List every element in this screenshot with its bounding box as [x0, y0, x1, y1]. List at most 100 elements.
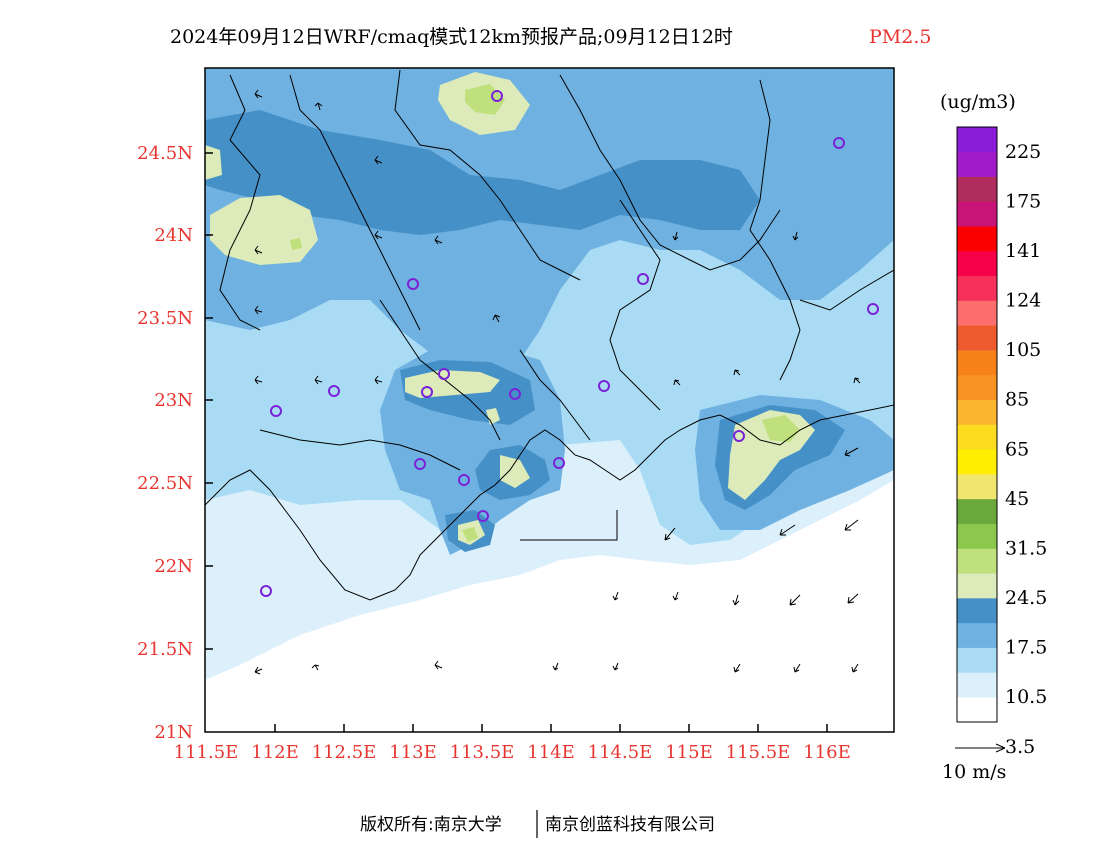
legend-label: 10.5 — [1005, 686, 1047, 708]
lat-label: 23.5N — [137, 308, 193, 329]
lat-label: 22N — [154, 556, 193, 577]
field-level-5-edge — [205, 145, 222, 180]
legend-label: 85 — [1005, 389, 1029, 411]
station-marker — [477, 510, 489, 522]
wind-arrow — [612, 591, 619, 601]
lat-labels: 24.5N 24N 23.5N 23N 22.5N 22N 21.5N 21N — [137, 143, 193, 743]
wind-arrow — [314, 102, 323, 111]
wind-arrow — [254, 666, 263, 675]
lat-label: 22.5N — [137, 473, 193, 494]
wind-reference-label: 10 m/s — [942, 761, 1006, 783]
wind-arrow — [434, 660, 443, 670]
legend-unit: (ug/m3) — [940, 91, 1016, 113]
province-line-3 — [394, 69, 581, 281]
lat-label: 21N — [154, 722, 193, 743]
field-level-5-small — [486, 408, 500, 425]
station-marker — [270, 405, 282, 417]
field-level-6-west — [290, 238, 302, 250]
hongkong-box — [520, 510, 618, 541]
wind-arrow — [314, 375, 323, 385]
field-level-6-south — [462, 527, 478, 542]
credit-right: 南京创蓝科技有限公司 — [545, 815, 715, 835]
lon-label: 114E — [527, 742, 575, 763]
legend-label: 17.5 — [1005, 637, 1047, 659]
station-marker — [491, 90, 503, 102]
station-marker — [637, 273, 649, 285]
concentration-field — [205, 68, 894, 732]
wind-arrow — [374, 375, 383, 385]
lat-label: 24.5N — [137, 143, 193, 164]
forecast-title: 2024年09月12日WRF/cmaq模式12km预报产品;09月12日12时 — [170, 26, 733, 48]
station-marker — [598, 380, 610, 392]
legend-swatch — [957, 300, 997, 326]
legend-label: 31.5 — [1005, 538, 1047, 560]
field-level-6-coast — [762, 415, 800, 442]
province-line-1 — [219, 74, 261, 331]
legend-swatch — [957, 275, 997, 301]
station-marker — [733, 430, 745, 442]
legend-swatch — [957, 399, 997, 425]
field-level-4-north — [205, 110, 760, 235]
wind-arrow — [673, 379, 681, 386]
legend-label: 124 — [1005, 290, 1041, 312]
wind-arrow — [789, 594, 801, 606]
wind-arrow — [374, 155, 383, 165]
wind-arrow — [844, 519, 859, 531]
lat-label: 23N — [154, 390, 193, 411]
legend-swatch — [957, 573, 997, 599]
field-level-5-delta — [405, 370, 500, 398]
legend-swatch — [957, 374, 997, 401]
station-marker — [458, 474, 470, 486]
station-marker — [328, 385, 340, 397]
legend-label: 24.5 — [1005, 587, 1047, 609]
province-line-6 — [609, 199, 661, 411]
wind-arrow — [552, 662, 559, 671]
wind-vectors — [254, 89, 861, 675]
station-marker — [867, 303, 879, 315]
legend-swatch — [957, 498, 997, 524]
wind-arrow — [844, 447, 859, 457]
wind-arrow — [733, 369, 741, 376]
legend-swatch — [957, 325, 997, 351]
credit-left: 版权所有:南京大学 — [360, 815, 502, 835]
wind-arrow — [672, 231, 679, 241]
station-marker — [509, 388, 521, 400]
station-marker — [407, 278, 419, 290]
field-level-5-pearl — [500, 455, 530, 488]
legend-label: 175 — [1005, 190, 1041, 212]
legend-label: 45 — [1005, 488, 1029, 510]
wind-arrow — [672, 591, 679, 601]
wind-arrow — [733, 663, 741, 673]
lat-ticks — [205, 152, 213, 650]
province-line-4 — [559, 74, 781, 271]
lon-label: 116E — [803, 742, 851, 763]
legend-swatch — [957, 672, 997, 698]
lon-labels: 111.5E 112E 112.5E 113E 113.5E 114E 114.… — [174, 742, 851, 763]
station-marker — [421, 386, 433, 398]
lon-label: 115E — [665, 742, 713, 763]
wind-arrow — [254, 89, 263, 99]
legend-colorbar — [957, 127, 997, 723]
wind-reference: 10 m/s — [942, 743, 1006, 783]
legend-swatch — [957, 697, 997, 723]
legend-swatch — [957, 176, 997, 202]
legend-swatch — [957, 424, 997, 450]
lon-label: 115.5E — [726, 742, 791, 763]
wind-arrow — [793, 663, 801, 673]
monitoring-stations — [260, 90, 879, 597]
province-line-2 — [289, 74, 421, 331]
station-marker — [833, 137, 845, 149]
lon-label: 114.5E — [588, 742, 653, 763]
wind-arrow — [664, 527, 676, 541]
lon-ticks — [274, 724, 828, 732]
province-line-10 — [799, 269, 894, 311]
wind-arrow — [254, 245, 263, 255]
legend-swatch — [957, 598, 997, 624]
lon-label: 113.5E — [450, 742, 515, 763]
legend-swatch — [957, 523, 997, 549]
wind-arrow — [254, 305, 263, 315]
legend-swatch — [957, 474, 997, 500]
wind-arrow — [254, 375, 263, 385]
province-line-8 — [519, 349, 591, 441]
legend-swatch — [957, 127, 997, 153]
